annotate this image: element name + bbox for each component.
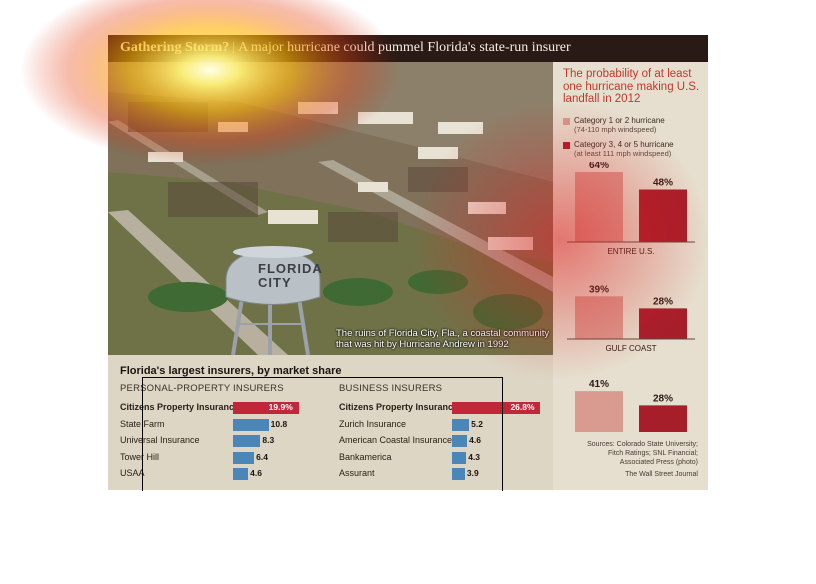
insurer-value: 4.3 <box>468 451 481 462</box>
header-title: Gathering Storm? | A major hurricane could… <box>120 40 571 56</box>
insurer-bar <box>452 435 468 447</box>
legend-range: (at least 111 mph windspeed) <box>574 149 672 158</box>
insurer-bar <box>452 468 465 480</box>
insurer-value: 3.9 <box>466 468 479 478</box>
probability-data-label: 48% <box>653 178 673 189</box>
insurer-value: 8.3 <box>262 435 275 445</box>
legend-label: Category 3, 4 or 5 hurricane <box>574 140 674 149</box>
insurer-bar <box>452 402 541 414</box>
insurer-value: 10.8 <box>270 418 288 429</box>
probability-bar <box>639 189 687 242</box>
insurer-value: 4.6 <box>469 435 481 445</box>
probability-data-label: 28% <box>653 393 673 404</box>
photo-caption-line: that was hit by Hurricane Andrew in 1992 <box>336 339 509 350</box>
insurer-name: USAA <box>120 468 145 478</box>
probability-group-label: GULF COAST <box>605 344 656 353</box>
insurer-row: Assurant 3.9 <box>339 467 554 481</box>
insurer-row: Universal Insurance 8.3 <box>120 434 335 448</box>
insurer-bar <box>452 451 467 464</box>
insurer-bar <box>233 402 299 414</box>
probability-bar-charts: 64%48%ENTIRE U.S.39%28%GULF COAST41%28%F… <box>567 162 695 432</box>
probability-bar <box>639 308 687 339</box>
probability-bar <box>575 172 623 242</box>
photo-caption-line: The ruins of Florida City, Fla., a coast… <box>336 328 550 339</box>
legend-range: (74-110 mph windspeed) <box>574 125 657 134</box>
insurer-value: 5.2 <box>471 418 483 429</box>
business-heading: BUSINESS INSURERS <box>339 383 443 394</box>
insurer-bar <box>233 435 261 447</box>
header-bar: Gathering Storm? | A major hurricane could… <box>108 35 708 62</box>
photo-illustration <box>108 62 553 355</box>
insurer-row: USAA 4.6 <box>120 467 335 481</box>
probability-panel: The probability of at least one hurrican… <box>553 62 708 490</box>
insurer-bar <box>233 468 249 480</box>
header-separator: | <box>232 40 236 55</box>
insurer-name: Universal Insurance <box>120 435 200 445</box>
insurer-row: Citizens Property Insurance 26.8% <box>339 401 554 415</box>
insurer-row: State Farm 10.8 <box>120 418 335 432</box>
infographic: Gathering Storm? | A major hurricane could… <box>108 35 708 490</box>
insurer-name: Assurant <box>339 468 375 478</box>
water-tower <box>225 246 321 355</box>
insurer-name: Citizens Property Insurance <box>120 402 240 412</box>
legend-label: Category 1 or 2 hurricane <box>574 116 665 125</box>
insurer-row: Bankamerica 4.3 <box>339 451 554 465</box>
probability-data-label: 64% <box>589 162 609 171</box>
insurer-value: 19.9% <box>268 402 293 412</box>
source-line: Sources: Colorado State University; <box>587 441 698 448</box>
probability-group-label: ENTIRE U.S. <box>607 247 654 256</box>
insurer-value: 4.6 <box>250 468 262 478</box>
insurer-bar <box>233 418 269 431</box>
legend-swatch <box>563 142 570 149</box>
probability-data-label: 41% <box>589 379 609 390</box>
hurricane-damage-photo: FLORIDA CITY The ruins of Florida City, … <box>108 62 553 355</box>
insurer-bar <box>452 418 470 431</box>
insurer-name: Bankamerica <box>339 451 392 462</box>
insurer-name: Zurich Insurance <box>339 418 407 429</box>
legend-swatch <box>563 118 570 125</box>
photo-caption: The ruins of Florida City, Fla., a coast… <box>336 328 551 350</box>
probability-bar <box>575 391 623 432</box>
probability-data-label: 28% <box>653 296 673 307</box>
probability-bar <box>575 296 623 339</box>
insurer-row: Tower Hill 6.4 <box>120 451 335 465</box>
insurer-value: 26.8% <box>510 402 535 412</box>
source-line: Associated Press (photo) <box>619 459 698 466</box>
publisher: The Wall Street Journal <box>625 471 698 478</box>
insurer-name: American Coastal Insurance <box>339 435 453 445</box>
insurers-title: Florida's largest insurers, by market sh… <box>120 365 342 377</box>
insurer-row: Citizens Property Insurance 19.9% <box>120 401 335 415</box>
insurer-row: Zurich Insurance 5.2 <box>339 418 554 432</box>
insurer-row: American Coastal Insurance 4.6 <box>339 434 554 448</box>
personal-heading: PERSONAL-PROPERTY INSURERS <box>120 383 284 394</box>
headline: Gathering Storm? <box>120 40 230 55</box>
headline-subtitle: A major hurricane could pummel Florida's… <box>238 40 571 55</box>
probability-bar <box>639 405 687 432</box>
insurer-name: Tower Hill <box>120 451 160 462</box>
probability-data-label: 39% <box>589 284 609 295</box>
insurer-bar <box>233 451 255 464</box>
insurer-name: State Farm <box>120 418 165 429</box>
water-tower-sign: FLORIDA CITY <box>258 261 323 290</box>
insurer-value: 6.4 <box>256 451 268 462</box>
source-line: Fitch Ratings; SNL Financial; <box>608 450 698 457</box>
insurers-section: Florida's largest insurers, by market sh… <box>108 355 553 490</box>
probability-title: The probability of at least one hurrican… <box>563 68 700 105</box>
insurer-name: Citizens Property Insurance <box>339 402 459 412</box>
